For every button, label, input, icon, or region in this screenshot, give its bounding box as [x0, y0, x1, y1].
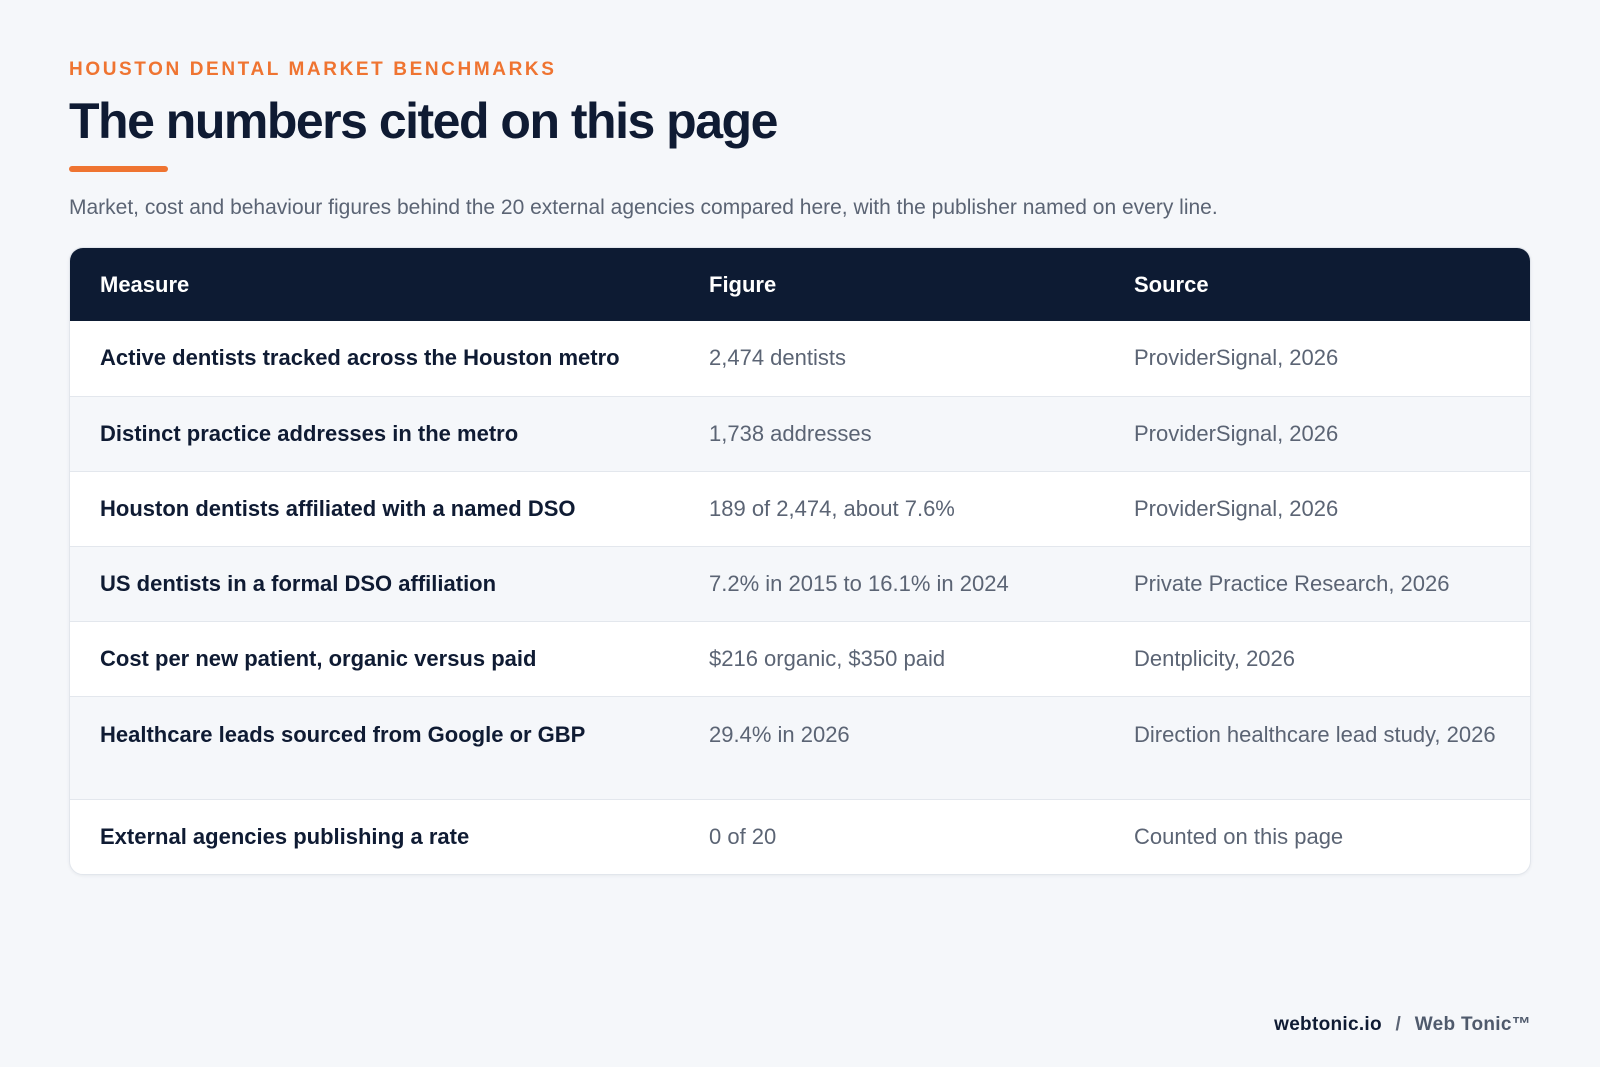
- measure-cell: Healthcare leads sourced from Google or …: [100, 721, 586, 747]
- source-cell: ProviderSignal, 2026: [1134, 345, 1339, 371]
- column-header-source: Source: [1134, 271, 1209, 297]
- table-body: Active dentists tracked across the Houst…: [70, 321, 1530, 874]
- title-accent-bar: [69, 166, 168, 172]
- column-header-measure: Measure: [100, 271, 190, 297]
- figure-cell: 1,738 addresses: [709, 420, 872, 446]
- eyebrow-label: HOUSTON DENTAL MARKET BENCHMARKS: [69, 59, 557, 80]
- source-cell: ProviderSignal, 2026: [1134, 495, 1339, 521]
- source-cell: ProviderSignal, 2026: [1134, 420, 1339, 446]
- footer-separator: /: [1395, 1014, 1402, 1035]
- measure-cell: Distinct practice addresses in the metro: [100, 420, 519, 446]
- table-row: External agencies publishing a rate 0 of…: [70, 799, 1530, 874]
- table-row: Cost per new patient, organic versus pai…: [70, 621, 1530, 696]
- table-row: Active dentists tracked across the Houst…: [70, 321, 1530, 396]
- figure-cell: 189 of 2,474, about 7.6%: [709, 495, 955, 521]
- measure-cell: External agencies publishing a rate: [100, 823, 470, 849]
- source-cell: Private Practice Research, 2026: [1134, 570, 1450, 596]
- benchmarks-table-card: Measure Figure Source Active dentists tr…: [69, 247, 1531, 875]
- footer-credit: webtonic.io / Web Tonic™: [1274, 1014, 1531, 1036]
- measure-cell: US dentists in a formal DSO affiliation: [100, 570, 497, 596]
- benchmarks-table: Measure Figure Source Active dentists tr…: [70, 248, 1530, 874]
- footer-domain: webtonic.io: [1274, 1014, 1382, 1035]
- page-title: The numbers cited on this page: [69, 93, 778, 149]
- table-row: US dentists in a formal DSO affiliation …: [70, 546, 1530, 621]
- figure-cell: 29.4% in 2026: [709, 721, 850, 747]
- figure-cell: 7.2% in 2015 to 16.1% in 2024: [709, 570, 1009, 596]
- table-row: Houston dentists affiliated with a named…: [70, 471, 1530, 546]
- footer-brand: Web Tonic™: [1414, 1014, 1531, 1035]
- measure-cell: Houston dentists affiliated with a named…: [100, 495, 576, 521]
- table-row: Healthcare leads sourced from Google or …: [70, 696, 1530, 799]
- measure-cell: Active dentists tracked across the Houst…: [100, 345, 620, 371]
- page-subtitle: Market, cost and behaviour figures behin…: [69, 196, 1218, 219]
- table-header-row: Measure Figure Source: [70, 248, 1530, 321]
- source-cell: Direction healthcare lead study, 2026: [1134, 721, 1496, 747]
- table-header: Measure Figure Source: [70, 248, 1530, 321]
- table-row: Distinct practice addresses in the metro…: [70, 396, 1530, 471]
- measure-cell: Cost per new patient, organic versus pai…: [100, 645, 537, 671]
- source-cell: Counted on this page: [1134, 823, 1344, 849]
- source-cell: Dentplicity, 2026: [1134, 645, 1296, 671]
- figure-cell: $216 organic, $350 paid: [709, 645, 946, 671]
- column-header-figure: Figure: [709, 271, 777, 297]
- figure-cell: 0 of 20: [709, 823, 777, 849]
- figure-cell: 2,474 dentists: [709, 345, 846, 371]
